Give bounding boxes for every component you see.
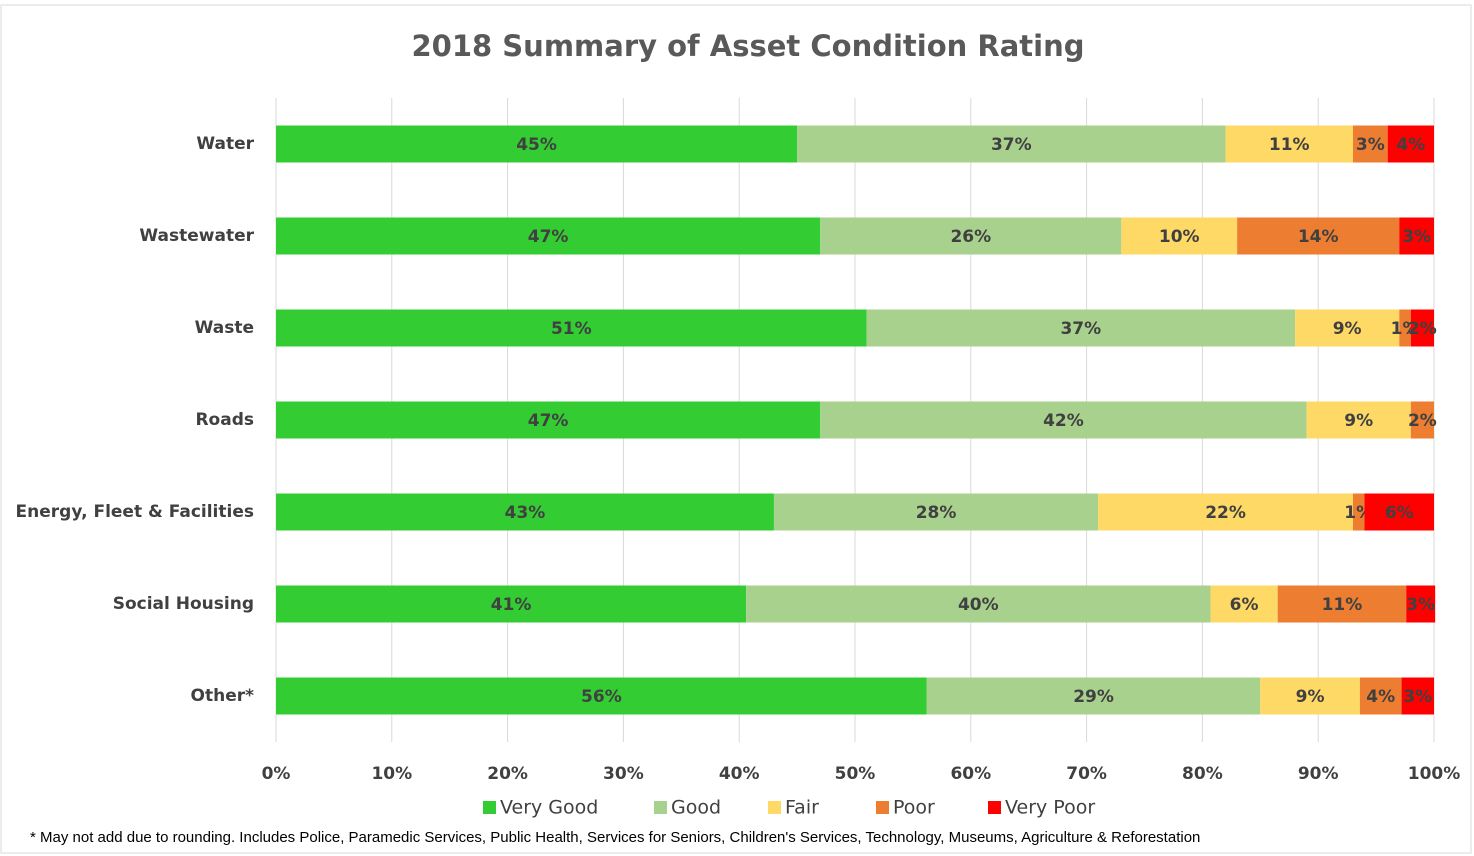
data-label: 41% [491,595,532,615]
x-tick-label: 20% [487,764,528,784]
data-label: 22% [1205,503,1246,523]
footnote: * May not add due to rounding. Includes … [30,829,1200,846]
data-label: 40% [958,595,999,615]
bar-segment [1098,493,1353,531]
x-tick-label: 40% [719,764,760,784]
data-label: 11% [1269,135,1310,155]
data-label: 42% [1043,411,1084,431]
data-label: 45% [516,135,557,155]
data-label: 3% [1403,687,1432,707]
data-label: 11% [1322,595,1363,615]
bar-segment [1237,217,1400,255]
data-label: 14% [1298,227,1339,247]
data-label: 47% [528,227,569,247]
legend-label: Good [671,797,721,819]
data-label: 43% [505,503,546,523]
x-tick-label: 50% [835,764,876,784]
legend-label: Very Poor [1005,797,1095,819]
bar-segment [1352,125,1388,163]
x-tick-label: 10% [371,764,412,784]
bar-segment [773,493,1099,531]
bar-segment [1406,585,1436,623]
bar-segment [1410,309,1434,347]
data-label: 29% [1073,687,1114,707]
data-label: 56% [581,687,622,707]
bar-segment [1399,217,1434,255]
bar-segment [1401,677,1434,715]
legend-swatch [654,801,667,814]
y-tick-label: Social Housing [113,594,254,614]
x-tick-label: 100% [1408,764,1461,784]
data-label: 3% [1406,595,1435,615]
y-tick-label: Water [196,134,254,154]
data-label: 2% [1408,411,1437,431]
y-tick-label: Other* [191,686,255,706]
bar-segment [1277,585,1407,623]
y-tick-label: Energy, Fleet & Facilities [16,502,254,522]
data-label: 6% [1230,595,1259,615]
bar-segment [1359,677,1402,715]
bar-segment [1121,217,1238,255]
bar-segment [1210,585,1278,623]
bar-segment [926,677,1261,715]
legend-label: Poor [893,797,935,819]
y-tick-label: Waste [195,318,254,338]
bar-segment [1225,125,1353,163]
x-tick-label: 60% [950,764,991,784]
bar-segment [746,585,1211,623]
data-label: 37% [991,135,1032,155]
bar-segment [1364,493,1434,531]
bar-segment [276,217,821,255]
bar-segment [1410,401,1434,439]
data-label: 3% [1356,135,1385,155]
bar-segment [820,401,1307,439]
data-label: 9% [1333,319,1362,339]
data-label: 26% [950,227,991,247]
bar-segment [276,125,798,163]
data-label: 4% [1366,687,1395,707]
data-label: 10% [1159,227,1200,247]
x-tick-label: 70% [1066,764,1107,784]
data-label: 2% [1408,319,1437,339]
chart-title: 2018 Summary of Asset Condition Rating [411,29,1084,63]
bar-segment [1352,493,1365,531]
y-tick-label: Wastewater [139,226,254,246]
data-label: 9% [1296,687,1325,707]
x-tick-label: 80% [1182,764,1223,784]
legend-swatch [988,801,1001,814]
bar-segment [820,217,1122,255]
legend-swatch [483,801,496,814]
data-label: 47% [528,411,569,431]
bar-segment [276,585,747,623]
bar-segment [1387,125,1434,163]
y-tick-label: Roads [195,410,254,430]
x-tick-label: 90% [1298,764,1339,784]
data-label: 28% [916,503,957,523]
bar-segment [866,309,1296,347]
bar-segment [1399,309,1411,347]
bar-segment [1260,677,1360,715]
legend-swatch [876,801,889,814]
bar-segment [276,493,774,531]
bar-segment [797,125,1226,163]
legend-label: Very Good [500,797,598,819]
legend-swatch [768,801,781,814]
bar-segment [1295,309,1400,347]
data-label: 6% [1385,503,1414,523]
bar-segment [276,309,867,347]
data-label: 9% [1344,411,1373,431]
data-label: 4% [1396,135,1425,155]
bar-segment [1306,401,1411,439]
bar-segment [276,401,821,439]
x-tick-label: 0% [262,764,291,784]
legend-label: Fair [785,797,819,819]
bar-segment [276,677,927,715]
data-label: 3% [1402,227,1431,247]
x-tick-label: 30% [603,764,644,784]
data-label: 51% [551,319,592,339]
data-label: 37% [1060,319,1101,339]
